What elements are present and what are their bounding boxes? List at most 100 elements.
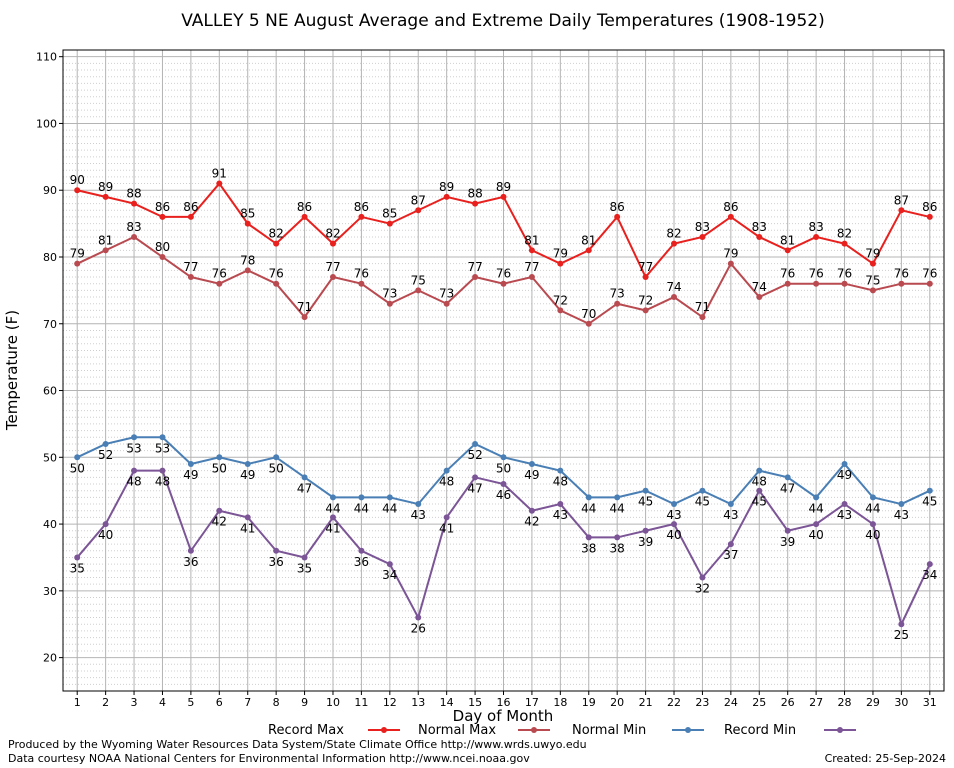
data-label: 41 <box>325 521 340 535</box>
x-tick-label: 4 <box>159 696 166 709</box>
data-point <box>273 547 280 554</box>
x-axis-ticks: 1 2 3 4 5 6 7 8 9 10 11 12 13 14 15 16 17 18 19 20 21 22 23 24 2… <box>74 691 937 709</box>
data-label: 86 <box>723 200 738 214</box>
data-label: 76 <box>837 267 852 281</box>
data-label: 40 <box>666 528 681 542</box>
data-point <box>187 547 194 554</box>
data-point <box>358 280 365 287</box>
x-tick-label: 17 <box>525 696 539 709</box>
data-point <box>585 494 592 501</box>
legend: Record Max Normal Max Normal Min Record Min <box>268 723 856 738</box>
data-point <box>386 561 393 568</box>
data-point <box>784 527 791 534</box>
data-point <box>131 434 138 441</box>
data-label: 38 <box>610 541 625 555</box>
chart-title: VALLEY 5 NE August Average and Extreme D… <box>181 11 824 31</box>
footer-created: Created: 25-Sep-2024 <box>824 752 946 765</box>
data-label: 45 <box>638 495 653 509</box>
data-point <box>528 460 535 467</box>
data-point <box>329 494 336 501</box>
data-label: 88 <box>467 187 482 201</box>
x-tick-label: 11 <box>354 696 368 709</box>
data-label: 35 <box>70 561 85 575</box>
data-label: 73 <box>382 287 397 301</box>
series-record-min: 35 40 48 48 36 42 41 36 35 41 36 34 26 41 47 46 42 43 38 38… <box>70 467 937 642</box>
data-point <box>472 274 479 281</box>
data-label: 76 <box>496 267 511 281</box>
data-label: 43 <box>666 508 681 522</box>
data-label: 38 <box>581 541 596 555</box>
data-point <box>841 240 848 247</box>
data-point <box>756 294 763 301</box>
data-label: 74 <box>666 280 681 294</box>
data-label: 48 <box>126 475 141 489</box>
data-label: 86 <box>610 200 625 214</box>
data-point <box>159 213 166 220</box>
data-label: 76 <box>894 267 909 281</box>
x-tick-label: 12 <box>383 696 397 709</box>
x-tick-label: 23 <box>695 696 709 709</box>
data-point <box>472 200 479 207</box>
data-point <box>273 280 280 287</box>
data-label: 76 <box>780 267 795 281</box>
data-point <box>415 207 422 214</box>
x-tick-label: 3 <box>131 696 138 709</box>
data-point <box>74 187 81 194</box>
data-label: 79 <box>553 247 568 261</box>
data-point <box>699 487 706 494</box>
data-label: 72 <box>553 293 568 307</box>
y-tick-label: 80 <box>43 251 57 264</box>
legend-marker <box>381 727 387 733</box>
data-label: 47 <box>297 481 312 495</box>
data-label: 44 <box>581 501 596 515</box>
data-label: 45 <box>752 495 767 509</box>
data-point <box>443 514 450 521</box>
data-label: 40 <box>865 528 880 542</box>
data-label: 26 <box>411 622 426 636</box>
y-tick-label: 50 <box>43 451 57 464</box>
data-point <box>472 440 479 447</box>
data-point <box>756 233 763 240</box>
data-label: 49 <box>524 468 539 482</box>
data-label: 85 <box>382 207 397 221</box>
x-tick-label: 21 <box>639 696 653 709</box>
x-tick-label: 6 <box>216 696 223 709</box>
data-point <box>642 274 649 281</box>
legend-item: Normal Max <box>418 723 550 738</box>
data-point <box>500 193 507 200</box>
data-label: 86 <box>183 200 198 214</box>
data-point <box>869 521 876 528</box>
data-label: 79 <box>723 247 738 261</box>
data-label: 46 <box>496 488 511 502</box>
data-label: 71 <box>695 300 710 314</box>
series-normal-min: 50 52 53 53 49 50 49 50 47 44 44 44 43 48 52 50 49 48 44 44… <box>70 434 937 522</box>
data-label: 42 <box>524 515 539 529</box>
y-tick-label: 90 <box>43 184 57 197</box>
data-label: 82 <box>325 227 340 241</box>
data-point <box>869 287 876 294</box>
data-label: 35 <box>297 561 312 575</box>
data-label: 74 <box>752 280 767 294</box>
data-point <box>102 247 109 254</box>
data-point <box>500 481 507 488</box>
data-label: 73 <box>439 287 454 301</box>
data-label: 48 <box>752 475 767 489</box>
data-point <box>216 454 223 461</box>
y-tick-label: 100 <box>36 117 57 130</box>
data-point <box>813 494 820 501</box>
data-label: 86 <box>155 200 170 214</box>
data-point <box>841 460 848 467</box>
series-record-max: 90 89 88 86 86 91 85 82 86 82 86 85 87 89 88 89 81 79 81 86… <box>70 167 937 281</box>
data-label: 41 <box>240 521 255 535</box>
data-point <box>585 320 592 327</box>
data-point <box>273 240 280 247</box>
data-label: 48 <box>553 475 568 489</box>
data-point <box>727 260 734 267</box>
data-label: 44 <box>382 501 397 515</box>
data-label: 89 <box>98 180 113 194</box>
x-tick-label: 24 <box>724 696 738 709</box>
data-label: 32 <box>695 581 710 595</box>
data-label: 79 <box>865 247 880 261</box>
data-point <box>74 260 81 267</box>
